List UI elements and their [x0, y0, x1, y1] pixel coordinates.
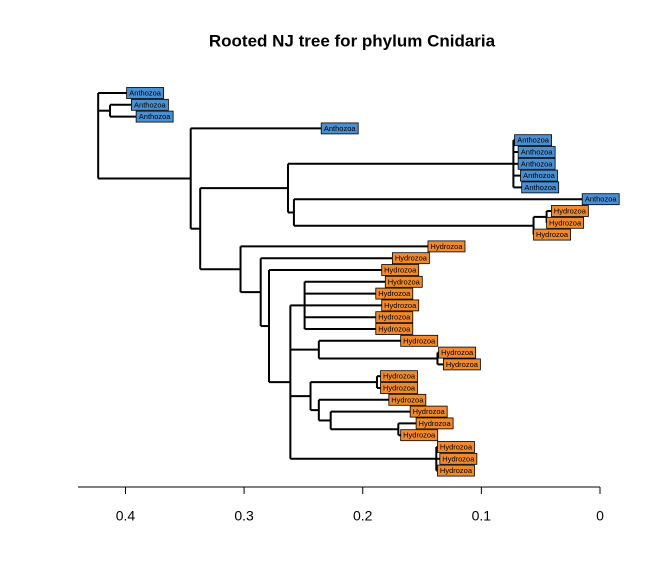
- tip-label: Hydrozoa: [378, 324, 411, 333]
- tip-label-box: [388, 393, 427, 406]
- tip-label-box: [375, 323, 414, 335]
- tip-label-box: [438, 346, 477, 359]
- tip-label: Hydrozoa: [403, 336, 436, 345]
- tip-label: Hydrozoa: [430, 242, 463, 251]
- tip-label-box: [546, 216, 585, 229]
- tip-label-box: [521, 181, 560, 194]
- tip-label-box: [135, 110, 174, 123]
- tip-label-box: [126, 87, 165, 99]
- tip-label: Hydrozoa: [395, 254, 428, 263]
- tip-label-box: [391, 252, 430, 265]
- tip-label: Anthozoa: [134, 100, 167, 109]
- tip-label: Hydrozoa: [383, 383, 416, 392]
- chart-title: Rooted NJ tree for phylum Cnidaria: [209, 31, 496, 50]
- tip-label-box: [130, 98, 169, 111]
- tip-label: Hydrozoa: [388, 277, 421, 286]
- x-tick-label: 0.2: [353, 508, 373, 524]
- tip-label-box: [550, 205, 589, 217]
- tip-label-box: [381, 299, 420, 312]
- tip-label-box: [514, 134, 552, 147]
- tip-label: Hydrozoa: [554, 206, 587, 215]
- tip-label: Hydrozoa: [391, 395, 424, 404]
- tip-label-box: [320, 122, 359, 135]
- tip-label: Hydrozoa: [442, 454, 475, 463]
- tip-label-box: [517, 157, 556, 170]
- tip-label-box: [375, 287, 414, 300]
- tip-label: Hydrozoa: [419, 419, 452, 428]
- tip-label-box: [415, 417, 454, 430]
- tip-label: Anthozoa: [139, 112, 172, 121]
- tip-label: Hydrozoa: [536, 230, 569, 239]
- tip-label-box: [380, 370, 418, 383]
- tip-label-box: [381, 264, 420, 276]
- tip-label-box: [437, 464, 475, 477]
- tip-label: Anthozoa: [324, 124, 357, 133]
- tip-label: Hydrozoa: [384, 301, 417, 310]
- x-tick-label: 0.1: [472, 508, 492, 524]
- tip-label-box: [427, 240, 466, 253]
- tip-label: Hydrozoa: [440, 466, 473, 475]
- x-tick-label: 0.4: [116, 508, 136, 524]
- tip-label: Anthozoa: [585, 195, 618, 204]
- tip-label: Hydrozoa: [383, 372, 416, 381]
- tip-label-box: [375, 311, 414, 324]
- tip-label: Anthozoa: [129, 88, 162, 97]
- tip-label-box: [517, 146, 556, 158]
- tip-label-box: [439, 452, 478, 465]
- tip-label-box: [533, 228, 571, 241]
- tip-label: Anthozoa: [517, 136, 550, 145]
- tip-label-box: [581, 193, 620, 206]
- tip-label: Hydrozoa: [549, 218, 582, 227]
- tip-label-box: [520, 169, 558, 182]
- tip-label-box: [442, 358, 481, 371]
- tip-label-box: [400, 334, 439, 347]
- tip-label-box: [400, 429, 439, 442]
- x-tick-label: 0: [596, 508, 604, 524]
- tip-label: Hydrozoa: [446, 360, 479, 369]
- tip-label: Hydrozoa: [378, 289, 411, 298]
- tip-label: Hydrozoa: [384, 265, 417, 274]
- x-tick-label: 0.3: [234, 508, 254, 524]
- tip-label-box: [437, 441, 475, 453]
- tip-label: Hydrozoa: [441, 348, 474, 357]
- tip-label-box: [380, 382, 418, 394]
- tip-label: Anthozoa: [524, 183, 557, 192]
- tip-label: Anthozoa: [521, 147, 554, 156]
- tip-label-box: [409, 405, 448, 418]
- tip-label: Hydrozoa: [440, 442, 473, 451]
- tip-label-box: [384, 275, 423, 288]
- tip-label: Hydrozoa: [413, 407, 446, 416]
- tip-label: Hydrozoa: [378, 313, 411, 322]
- tip-label: Anthozoa: [521, 159, 554, 168]
- tip-label: Anthozoa: [523, 171, 556, 180]
- tip-label: Hydrozoa: [403, 431, 436, 440]
